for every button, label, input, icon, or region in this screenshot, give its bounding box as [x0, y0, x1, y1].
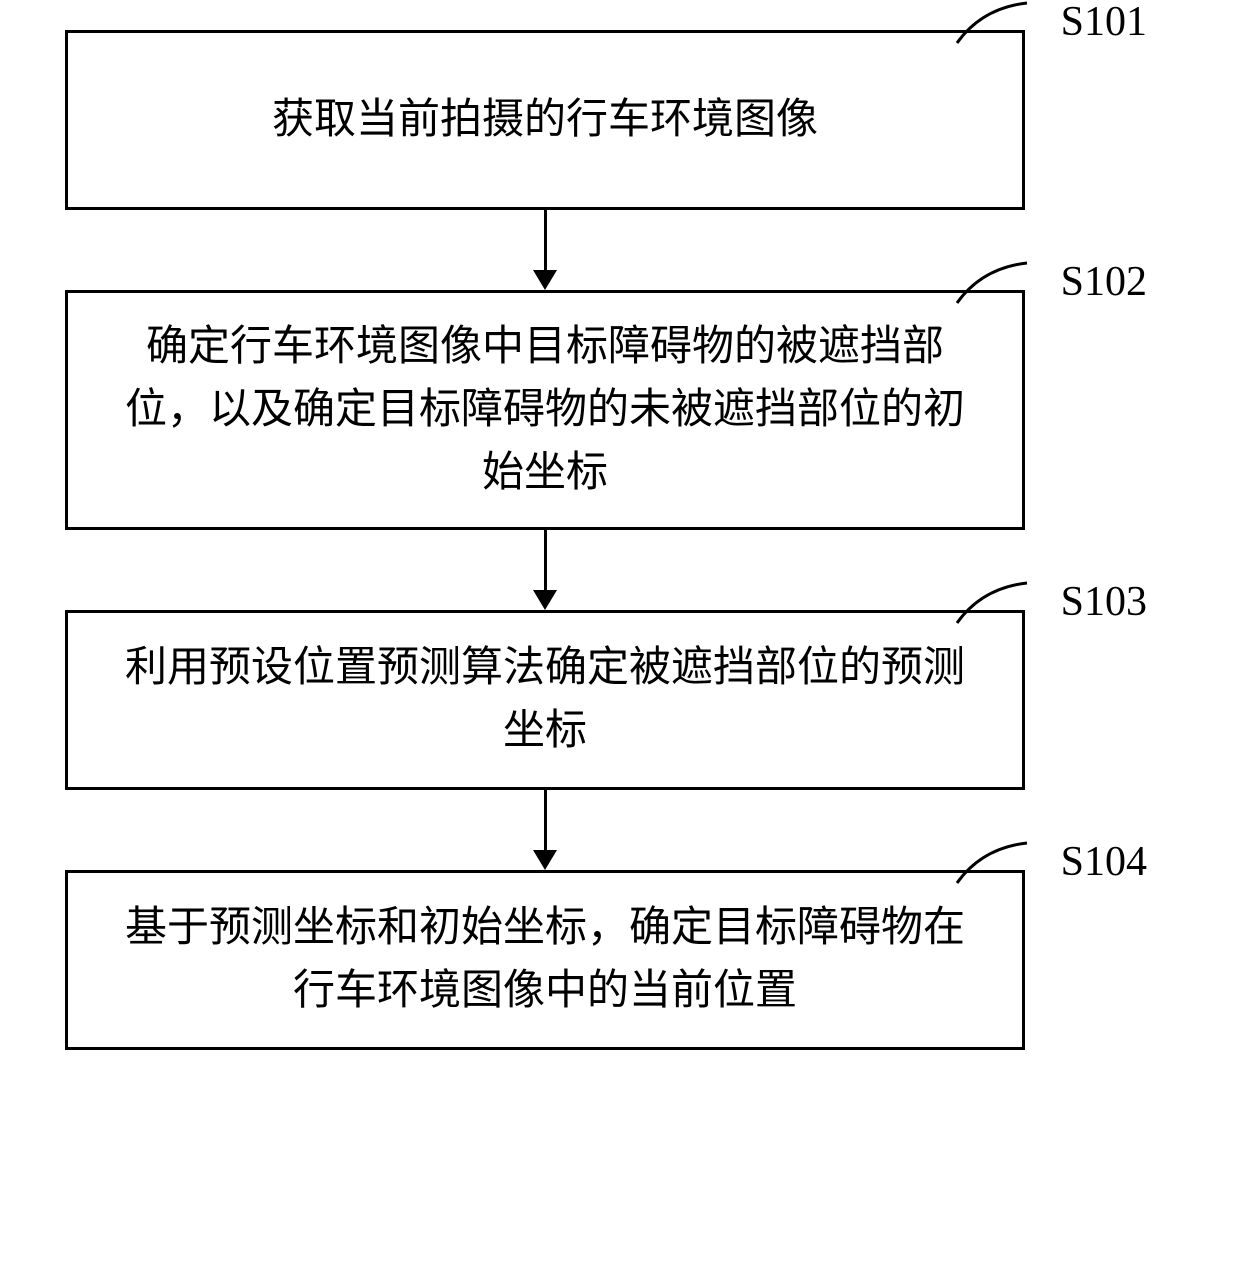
step-text-s103: 利用预设位置预测算法确定被遮挡部位的预测坐标	[108, 637, 982, 763]
step-label-s101: S101	[1061, 0, 1147, 46]
arrow-2	[65, 530, 1025, 610]
leader-line-s102	[952, 258, 1032, 308]
leader-line-s103	[952, 578, 1032, 628]
arrow-head-2	[533, 590, 557, 610]
leader-line-s104	[952, 838, 1032, 888]
step-box-s103: S103 利用预设位置预测算法确定被遮挡部位的预测坐标	[65, 610, 1025, 790]
arrow-line-2	[544, 530, 547, 592]
step-box-s101: S101 获取当前拍摄的行车环境图像	[65, 30, 1025, 210]
leader-line-s101	[952, 0, 1032, 48]
step-text-s102: 确定行车环境图像中目标障碍物的被遮挡部位，以及确定目标障碍物的未被遮挡部位的初始…	[108, 316, 982, 505]
arrow-line-1	[544, 210, 547, 272]
step-box-s102: S102 确定行车环境图像中目标障碍物的被遮挡部位，以及确定目标障碍物的未被遮挡…	[65, 290, 1025, 530]
step-label-s103: S103	[1061, 578, 1147, 626]
arrow-line-3	[544, 790, 547, 852]
flowchart-container: S101 获取当前拍摄的行车环境图像 S102 确定行车环境图像中目标障碍物的被…	[45, 30, 1195, 1050]
arrow-head-1	[533, 270, 557, 290]
arrow-3	[65, 790, 1025, 870]
arrow-head-3	[533, 850, 557, 870]
step-text-s101: 获取当前拍摄的行车环境图像	[272, 89, 818, 152]
step-label-s102: S102	[1061, 258, 1147, 306]
step-box-s104: S104 基于预测坐标和初始坐标，确定目标障碍物在行车环境图像中的当前位置	[65, 870, 1025, 1050]
arrow-1	[65, 210, 1025, 290]
step-text-s104: 基于预测坐标和初始坐标，确定目标障碍物在行车环境图像中的当前位置	[108, 897, 982, 1023]
step-label-s104: S104	[1061, 838, 1147, 886]
